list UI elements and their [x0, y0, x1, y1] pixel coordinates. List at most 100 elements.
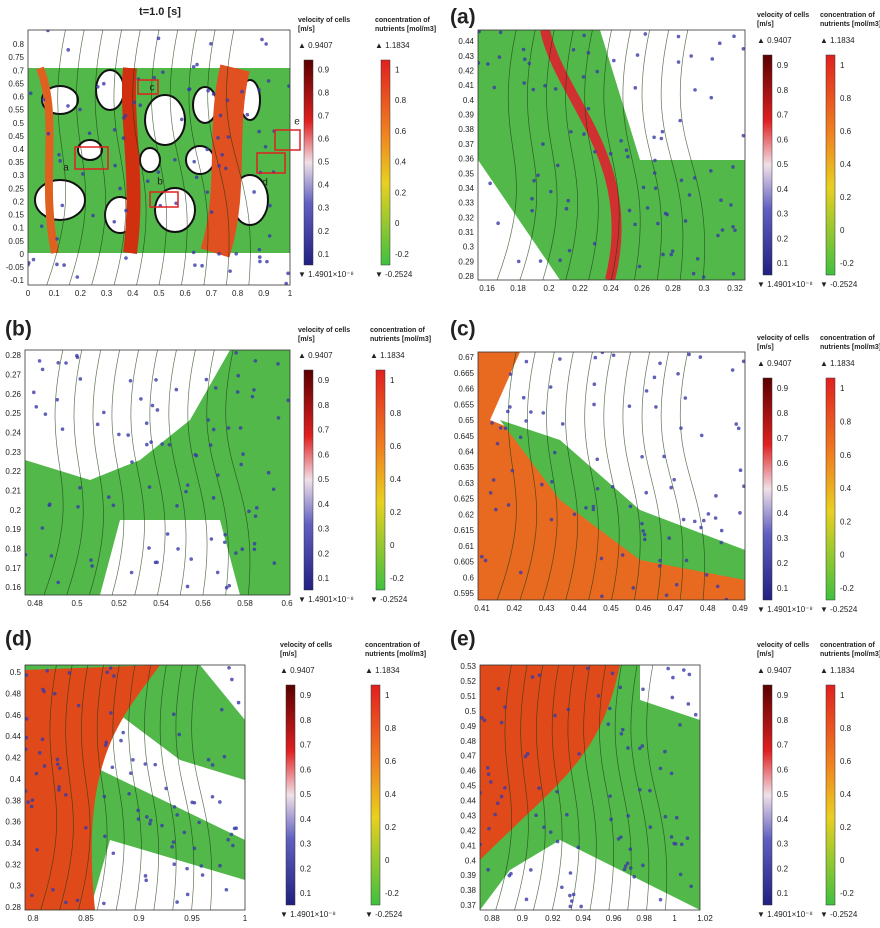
- cell: [254, 506, 259, 510]
- cell: [499, 794, 504, 799]
- cell: [596, 694, 601, 698]
- streamline: [191, 665, 213, 910]
- cell: [108, 666, 113, 670]
- cell: [488, 490, 493, 495]
- cell: [681, 517, 686, 522]
- cell: [230, 677, 234, 682]
- plot-content: [478, 352, 745, 600]
- cell: [102, 794, 107, 799]
- cell: [153, 762, 158, 767]
- plot-frame: [24, 664, 246, 911]
- cell: [66, 104, 70, 108]
- colorbar-tick-label: 0.1: [777, 889, 789, 898]
- y-tick-label: 0.595: [454, 589, 475, 598]
- cell: [638, 787, 642, 792]
- y-tick-label: 0.38: [458, 125, 474, 134]
- x-tick-label: 0.95: [184, 914, 200, 923]
- cell: [226, 426, 231, 430]
- colorbar-tick-label: 0.2: [840, 193, 852, 202]
- cell: [638, 746, 642, 751]
- colorbar-tick-label: -0.2: [840, 584, 854, 593]
- cell: [600, 352, 605, 355]
- cell: [619, 138, 623, 143]
- cell: [558, 357, 562, 361]
- y-tick-label: 0.3: [463, 243, 475, 252]
- cell: [224, 887, 229, 892]
- cell: [593, 149, 597, 154]
- colorbar-min: ▼ 1.4901×10⁻⁸: [757, 910, 813, 919]
- flow: [480, 665, 620, 860]
- cell: [177, 732, 182, 737]
- colorbar-min: ▼ -0.2524: [375, 270, 413, 279]
- y-tick-label: 0.37: [458, 140, 474, 149]
- y-tick-label: 0.5: [10, 668, 22, 677]
- cell: [55, 397, 59, 402]
- y-tick-label: 0.62: [458, 510, 474, 519]
- colorbar-tick-label: -0.2: [390, 574, 404, 583]
- colorbar-title: nutrients [mol/m3]: [365, 651, 426, 658]
- cell: [170, 845, 174, 849]
- cell: [734, 422, 739, 426]
- cell: [55, 237, 59, 241]
- cell: [143, 762, 148, 766]
- cell: [503, 426, 508, 431]
- cell: [731, 271, 736, 276]
- cell: [80, 172, 85, 176]
- cell: [192, 159, 196, 164]
- cell: [236, 700, 241, 705]
- cell: [225, 98, 230, 103]
- cell: [592, 382, 597, 387]
- colorbar-max: ▲ 1.1834: [820, 666, 855, 675]
- streamline: [225, 350, 251, 595]
- cell: [626, 746, 630, 750]
- cell: [581, 75, 586, 79]
- cell: [171, 840, 176, 844]
- cell: [209, 210, 214, 214]
- cell: [692, 519, 697, 524]
- colorbar-tick-label: 0.6: [840, 757, 852, 766]
- cell: [732, 34, 736, 39]
- colorbar-tick-label: 0.4: [777, 509, 789, 518]
- y-tick-label: 0.36: [458, 155, 474, 164]
- colorbar-min: ▼ -0.2524: [370, 595, 408, 604]
- cell: [549, 189, 553, 194]
- cell: [543, 83, 547, 88]
- cell: [641, 529, 645, 533]
- colorbar-tick-label: 0.8: [390, 409, 402, 418]
- cell: [608, 151, 613, 156]
- cell: [480, 842, 482, 847]
- cell: [102, 901, 106, 906]
- cell: [200, 263, 204, 268]
- cell: [652, 171, 657, 175]
- cell: [582, 33, 586, 38]
- streamline: [565, 30, 578, 280]
- cell: [720, 228, 725, 232]
- x-tick-label: 0.4: [127, 289, 139, 298]
- cell: [224, 166, 228, 171]
- cell: [510, 468, 515, 473]
- cell: [58, 766, 62, 770]
- y-tick-label: 0.41: [458, 81, 474, 90]
- colorbar-tick-label: 0.2: [840, 517, 852, 526]
- cell: [40, 367, 45, 372]
- x-tick-label: 1: [243, 914, 248, 923]
- cell: [631, 586, 636, 590]
- cell: [117, 432, 121, 437]
- cell: [643, 32, 648, 36]
- colorbar-tick-label: 0.4: [385, 790, 397, 799]
- cell: [267, 234, 272, 238]
- cell: [628, 847, 633, 851]
- cell: [174, 201, 178, 206]
- cell: [219, 707, 224, 712]
- streamline: [226, 30, 251, 285]
- cell: [529, 410, 533, 414]
- cell: [488, 780, 493, 784]
- x-tick-label: 0.6: [281, 599, 293, 608]
- cell: [691, 271, 696, 276]
- cell: [112, 128, 117, 132]
- colorbar-max: ▲ 0.9407: [757, 359, 792, 368]
- cell: [58, 159, 62, 163]
- cell: [216, 473, 220, 477]
- region-label: c: [150, 83, 155, 94]
- colorbar-tick-label: 0.4: [840, 484, 852, 493]
